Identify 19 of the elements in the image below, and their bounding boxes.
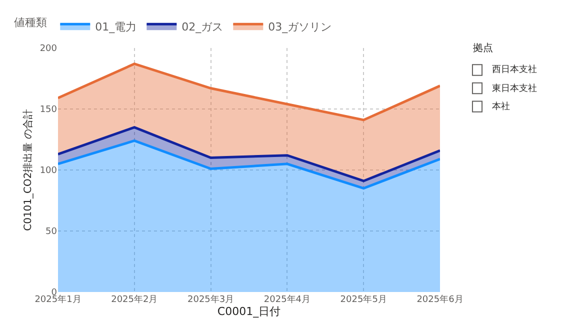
legend-label: 03_ガソリン — [268, 20, 332, 34]
text: 拠点 — [473, 42, 493, 54]
y-tick-label: 200 — [40, 44, 58, 54]
legend-label: 01_電力 — [95, 20, 137, 34]
x-axis-title: C0001_日付 — [217, 305, 281, 318]
y-tick-label: 100 — [40, 166, 58, 176]
x-tick-label: 2025年3月 — [187, 294, 234, 305]
x-tick-label: 2025年4月 — [264, 294, 311, 305]
y-axis-title: C0101_CO2排出量 の合計 — [22, 109, 34, 231]
y-tick-label: 50 — [46, 227, 58, 238]
legend-label: 02_ガス — [182, 20, 224, 34]
x-tick-label: 2025年6月 — [416, 294, 464, 305]
legend-title: 値種類 — [14, 16, 48, 29]
text: 東日本支社 — [492, 83, 537, 94]
y-tick-label: 150 — [40, 105, 58, 116]
text: 本社 — [492, 101, 510, 112]
x-tick-label: 2025年5月 — [340, 294, 387, 305]
text: 西日本支社 — [492, 64, 537, 75]
x-tick-label: 2025年2月 — [111, 294, 158, 305]
